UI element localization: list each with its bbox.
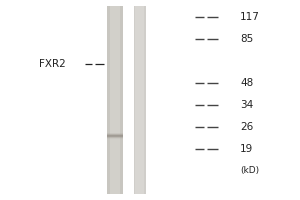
Text: (kD): (kD) bbox=[240, 166, 259, 176]
Bar bbox=[106, 137, 123, 138]
Bar bbox=[106, 134, 123, 135]
Text: 85: 85 bbox=[240, 34, 253, 44]
Text: 117: 117 bbox=[240, 12, 260, 22]
Text: 48: 48 bbox=[240, 78, 253, 88]
Text: 26: 26 bbox=[240, 122, 253, 132]
Bar bbox=[106, 132, 123, 133]
Text: 34: 34 bbox=[240, 100, 253, 110]
Text: 19: 19 bbox=[240, 144, 253, 154]
Bar bbox=[106, 139, 123, 140]
Bar bbox=[106, 133, 123, 134]
Text: FXR2: FXR2 bbox=[39, 59, 66, 69]
Bar bbox=[106, 138, 123, 139]
Bar bbox=[106, 135, 123, 136]
Bar bbox=[134, 6, 146, 194]
Bar bbox=[106, 136, 123, 137]
Bar bbox=[106, 6, 123, 194]
Bar bbox=[135, 6, 144, 194]
Bar bbox=[110, 6, 120, 194]
